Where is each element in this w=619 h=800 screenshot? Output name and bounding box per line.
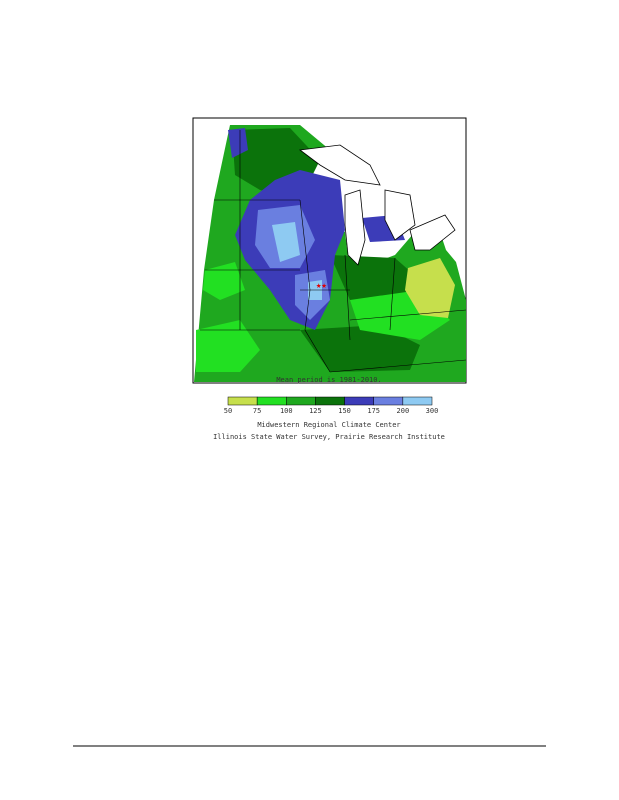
legend-swatch xyxy=(256,396,287,406)
legend-label: 175 xyxy=(367,407,380,415)
legend-label: 75 xyxy=(253,407,261,415)
legend-label: 150 xyxy=(338,407,351,415)
map: ★★ xyxy=(192,117,467,384)
legend-label: 200 xyxy=(397,407,410,415)
color-legend: 50 75 100 125 150 175 200 300 xyxy=(224,396,439,415)
legend-swatch xyxy=(373,396,404,406)
legend-label: 125 xyxy=(309,407,322,415)
svg-text:★★: ★★ xyxy=(316,281,327,291)
legend-label: 300 xyxy=(426,407,439,415)
legend-swatch xyxy=(402,396,433,406)
legend-label: 50 xyxy=(224,407,232,415)
map-caption: Mean period is 1981-2010. xyxy=(276,376,381,384)
credit: Midwestern Regional Climate Center xyxy=(257,421,400,429)
legend-swatch xyxy=(344,396,374,406)
legend-swatch xyxy=(227,396,258,406)
legend-label: 100 xyxy=(280,407,293,415)
credit: Illinois State Water Survey, Prairie Res… xyxy=(213,433,445,441)
legend-swatch xyxy=(286,396,316,406)
legend-swatch xyxy=(315,396,345,406)
